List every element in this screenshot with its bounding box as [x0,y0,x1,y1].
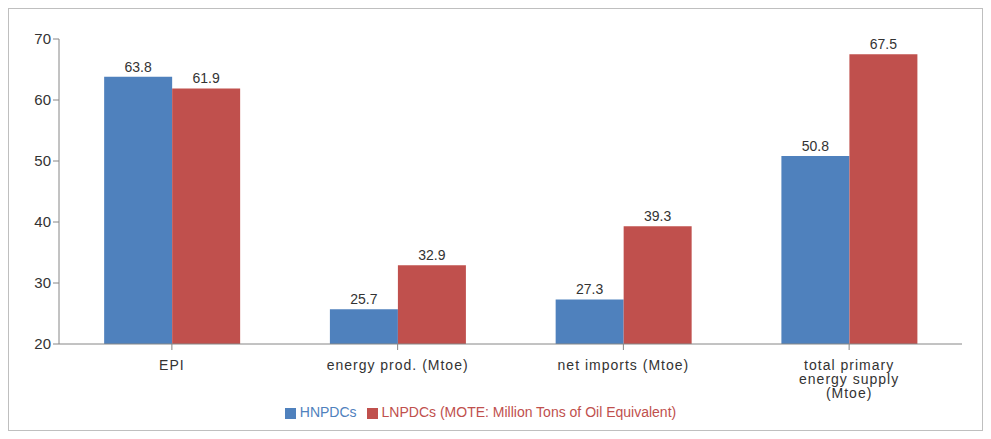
svg-text:40: 40 [34,213,51,230]
svg-text:61.9: 61.9 [193,70,220,86]
svg-text:60: 60 [34,91,51,108]
svg-text:20: 20 [34,335,51,352]
svg-text:50: 50 [34,152,51,169]
svg-text:39.3: 39.3 [644,208,671,224]
svg-text:30: 30 [34,274,51,291]
svg-text:27.3: 27.3 [576,281,603,297]
html-text:LNPDCs (MOTE: Million Tons of: LNPDCs (MOTE: Million Tons of Oil Equiva… [381,404,677,420]
svg-text:EPI: EPI [159,357,185,373]
svg-text:70: 70 [34,30,51,47]
svg-text:25.7: 25.7 [350,291,377,307]
html-text:HNPDCs: HNPDCs [299,404,357,420]
svg-text:67.5: 67.5 [870,36,897,52]
svg-text:32.9: 32.9 [418,247,445,263]
svg-text:63.8: 63.8 [125,59,152,75]
svg-text:net imports (Mtoe): net imports (Mtoe) [558,357,690,373]
svg-text:total primaryenergy supply(Mto: total primaryenergy supply(Mtoe) [799,357,899,401]
svg-text:energy prod. (Mtoe): energy prod. (Mtoe) [327,357,469,373]
svg-text:50.8: 50.8 [802,138,829,154]
